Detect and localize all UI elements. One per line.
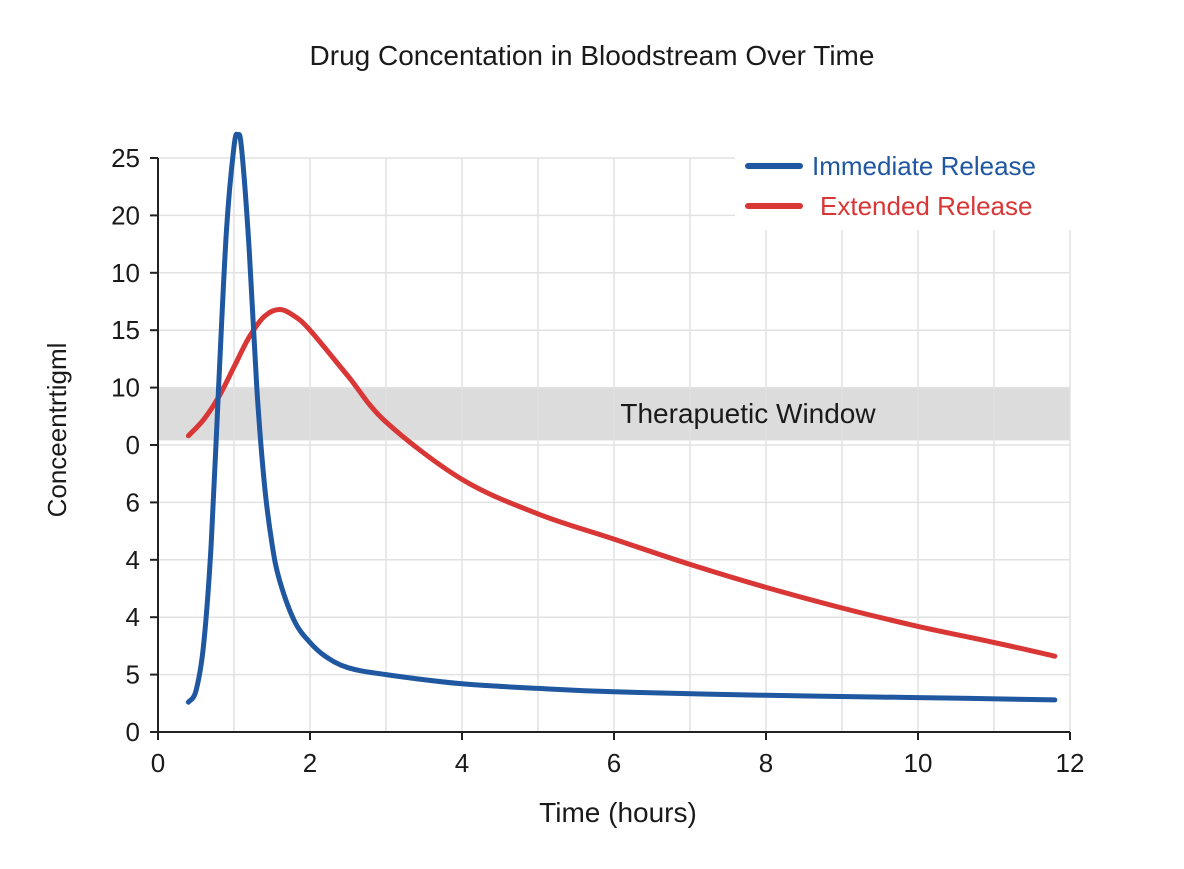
y-tick-label: 10 bbox=[111, 258, 140, 288]
y-tick-label: 5 bbox=[126, 660, 140, 690]
chart-title: Drug Concentation in Bloodstream Over Ti… bbox=[310, 40, 875, 71]
x-axis-title: Time (hours) bbox=[539, 797, 697, 828]
y-tick-label: 10 bbox=[111, 373, 140, 403]
y-tick-label: 6 bbox=[126, 487, 140, 517]
x-tick-label: 10 bbox=[904, 748, 933, 778]
legend-label-extended-release: Extended Release bbox=[820, 191, 1032, 221]
y-tick-label: 20 bbox=[111, 200, 140, 230]
y-tick-label: 4 bbox=[126, 545, 140, 575]
x-tick-label: 4 bbox=[455, 748, 469, 778]
legend: Immediate Release Extended Release bbox=[735, 150, 1075, 230]
y-tick-label: 0 bbox=[126, 430, 140, 460]
y-axis-title: Conceentrtigml bbox=[42, 343, 72, 518]
y-tick-label: 4 bbox=[126, 602, 140, 632]
y-tick-label: 25 bbox=[111, 143, 140, 173]
therapeutic-window-label: Therapuetic Window bbox=[620, 398, 876, 429]
y-tick-label: 15 bbox=[111, 315, 140, 345]
y-axis-ticks: 0 5 4 4 6 0 10 15 10 20 25 bbox=[111, 143, 158, 747]
x-tick-label: 12 bbox=[1056, 748, 1085, 778]
x-tick-label: 0 bbox=[151, 748, 165, 778]
x-tick-label: 8 bbox=[759, 748, 773, 778]
x-tick-label: 6 bbox=[607, 748, 621, 778]
x-axis-ticks: 0 2 4 6 8 10 12 bbox=[151, 732, 1085, 778]
chart-grid bbox=[158, 157, 1071, 732]
legend-label-immediate-release: Immediate Release bbox=[812, 151, 1036, 181]
series-line-extended-release bbox=[185, 307, 1058, 659]
series-layer bbox=[185, 131, 1058, 705]
series-line-immediate-release bbox=[185, 131, 1058, 705]
x-tick-label: 2 bbox=[303, 748, 317, 778]
y-tick-label: 0 bbox=[126, 717, 140, 747]
